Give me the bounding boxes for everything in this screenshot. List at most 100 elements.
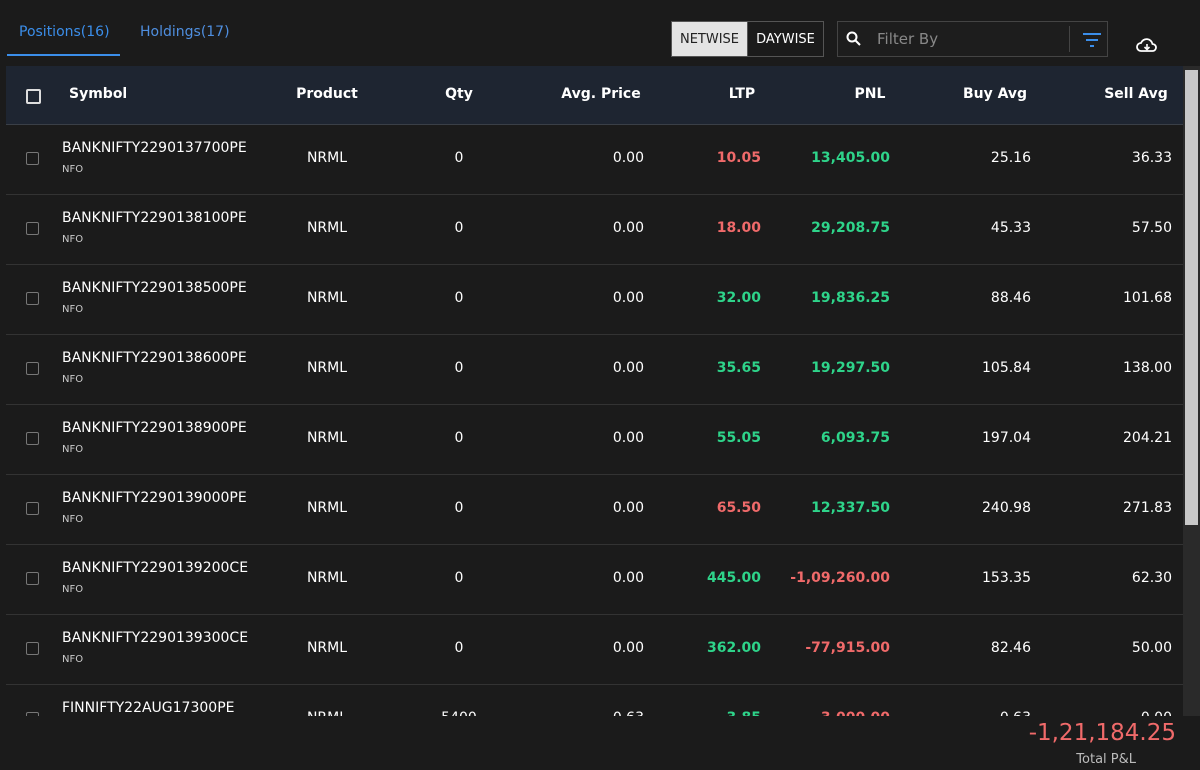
avg-price: 0.00: [612, 570, 644, 586]
qty: 0: [454, 500, 464, 516]
qty: 0: [454, 430, 464, 446]
positions-tab[interactable]: Positions(16): [19, 24, 110, 40]
pnl: -3,000.00: [750, 710, 890, 716]
exchange: NFO: [62, 584, 84, 595]
row-checkbox[interactable]: [26, 222, 39, 235]
total-pnl-label: Total P&L: [1076, 752, 1136, 767]
holdings-tab[interactable]: Holdings(17): [140, 24, 230, 40]
table-row: BANKNIFTY2290139000PE NFO NRML 0 0.00 65.50 12…: [6, 474, 1183, 545]
qty: 0: [454, 360, 464, 376]
filter-box[interactable]: Filter By: [837, 21, 1108, 57]
pnl: 12,337.50: [811, 500, 890, 516]
row-checkbox[interactable]: [26, 362, 39, 375]
scroll-thumb[interactable]: [1185, 70, 1198, 525]
symbol: BANKNIFTY2290138900PE: [62, 420, 247, 436]
product: NRML: [306, 360, 348, 376]
daywise-button[interactable]: DAYWISE: [747, 21, 824, 57]
symbol: BANKNIFTY2290139000PE: [62, 490, 247, 506]
ltp: 55.05: [716, 430, 761, 446]
ltp: 3.85: [621, 710, 761, 716]
select-all-checkbox[interactable]: [26, 89, 41, 104]
qty: 0: [454, 220, 464, 236]
buy-avg: 240.98: [982, 500, 1031, 516]
column-header: Symbol: [69, 86, 128, 102]
table-row: BANKNIFTY2290139200CE NFO NRML 0 0.00 445.00 -…: [6, 544, 1183, 615]
row-checkbox[interactable]: [26, 152, 39, 165]
exchange: NFO: [62, 374, 84, 385]
symbol: BANKNIFTY2290139200CE: [62, 560, 249, 576]
buy-avg: 45.33: [990, 220, 1031, 236]
column-header: LTP: [728, 86, 756, 102]
avg-price: 0.63: [504, 710, 644, 716]
buy-avg: 197.04: [982, 430, 1031, 446]
table-row: BANKNIFTY2290138600PE NFO NRML 0 0.00 35.65 19…: [6, 334, 1183, 405]
product: NRML: [306, 150, 348, 166]
buy-avg: 0.63: [891, 710, 1031, 716]
filter-placeholder: Filter By: [877, 30, 939, 48]
exchange: NFO: [62, 164, 84, 175]
column-header: Qty: [445, 86, 473, 102]
sell-avg: 271.83: [1123, 500, 1172, 516]
download-icon[interactable]: [1136, 36, 1158, 54]
product: NRML: [306, 500, 348, 516]
row-checkbox[interactable]: [26, 712, 39, 716]
qty: 0: [454, 570, 464, 586]
avg-price: 0.00: [612, 360, 644, 376]
column-header: Product: [296, 86, 358, 102]
pnl: -1,09,260.00: [790, 570, 890, 586]
product: NRML: [306, 570, 348, 586]
buy-avg: 105.84: [982, 360, 1031, 376]
buy-avg: 88.46: [990, 290, 1031, 306]
qty: 0: [454, 640, 464, 656]
row-checkbox[interactable]: [26, 432, 39, 445]
sell-avg: 138.00: [1123, 360, 1172, 376]
sell-avg: 50.00: [1131, 640, 1172, 656]
sell-avg: 101.68: [1123, 290, 1172, 306]
total-pnl: -1,21,184.25: [1028, 720, 1176, 746]
positions-table: Symbol Product Qty Avg. Price LTP PNL Buy Avg S…: [6, 66, 1183, 716]
ltp: 32.00: [716, 290, 761, 306]
product: NRML: [306, 640, 348, 656]
qty: 0: [454, 290, 464, 306]
product: NRML: [306, 220, 348, 236]
netwise-button[interactable]: NETWISE: [671, 21, 748, 57]
symbol: BANKNIFTY2290138500PE: [62, 280, 247, 296]
table-row: FINNIFTY22AUG17300PENFONRML54000.633.85-…: [6, 684, 1183, 716]
ltp: 65.50: [716, 500, 761, 516]
exchange: NFO: [62, 514, 84, 525]
column-header: Avg. Price: [561, 86, 641, 102]
sell-avg: 62.30: [1131, 570, 1172, 586]
symbol: FINNIFTY22AUG17300PE: [62, 700, 235, 716]
table-row: BANKNIFTY2290138500PE NFO NRML 0 0.00 32.00 19…: [6, 264, 1183, 335]
sell-avg: 0.00: [1032, 710, 1172, 716]
avg-price: 0.00: [612, 220, 644, 236]
avg-price: 0.00: [612, 430, 644, 446]
scrollbar[interactable]: [1183, 66, 1200, 716]
sell-avg: 204.21: [1123, 430, 1172, 446]
exchange: NFO: [62, 304, 84, 315]
row-checkbox[interactable]: [26, 642, 39, 655]
search-icon: [846, 31, 861, 46]
column-header: PNL: [854, 86, 886, 102]
pnl: 19,836.25: [811, 290, 890, 306]
pnl: 29,208.75: [811, 220, 890, 236]
pnl: 19,297.50: [811, 360, 890, 376]
avg-price: 0.00: [612, 290, 644, 306]
row-checkbox[interactable]: [26, 572, 39, 585]
filter-icon[interactable]: [1082, 32, 1102, 48]
divider: [1069, 26, 1070, 52]
ltp: 362.00: [706, 640, 761, 656]
symbol: BANKNIFTY2290138100PE: [62, 210, 247, 226]
pnl: 13,405.00: [811, 150, 890, 166]
avg-price: 0.00: [612, 150, 644, 166]
avg-price: 0.00: [612, 640, 644, 656]
ltp: 18.00: [716, 220, 761, 236]
table-row: BANKNIFTY2290139300CE NFO NRML 0 0.00 362.00 -…: [6, 614, 1183, 685]
row-checkbox[interactable]: [26, 502, 39, 515]
pnl: -77,915.00: [805, 640, 890, 656]
qty: 5400: [399, 710, 519, 716]
active-tab-underline: [7, 54, 120, 56]
row-checkbox[interactable]: [26, 292, 39, 305]
symbol: BANKNIFTY2290139300CE: [62, 630, 249, 646]
